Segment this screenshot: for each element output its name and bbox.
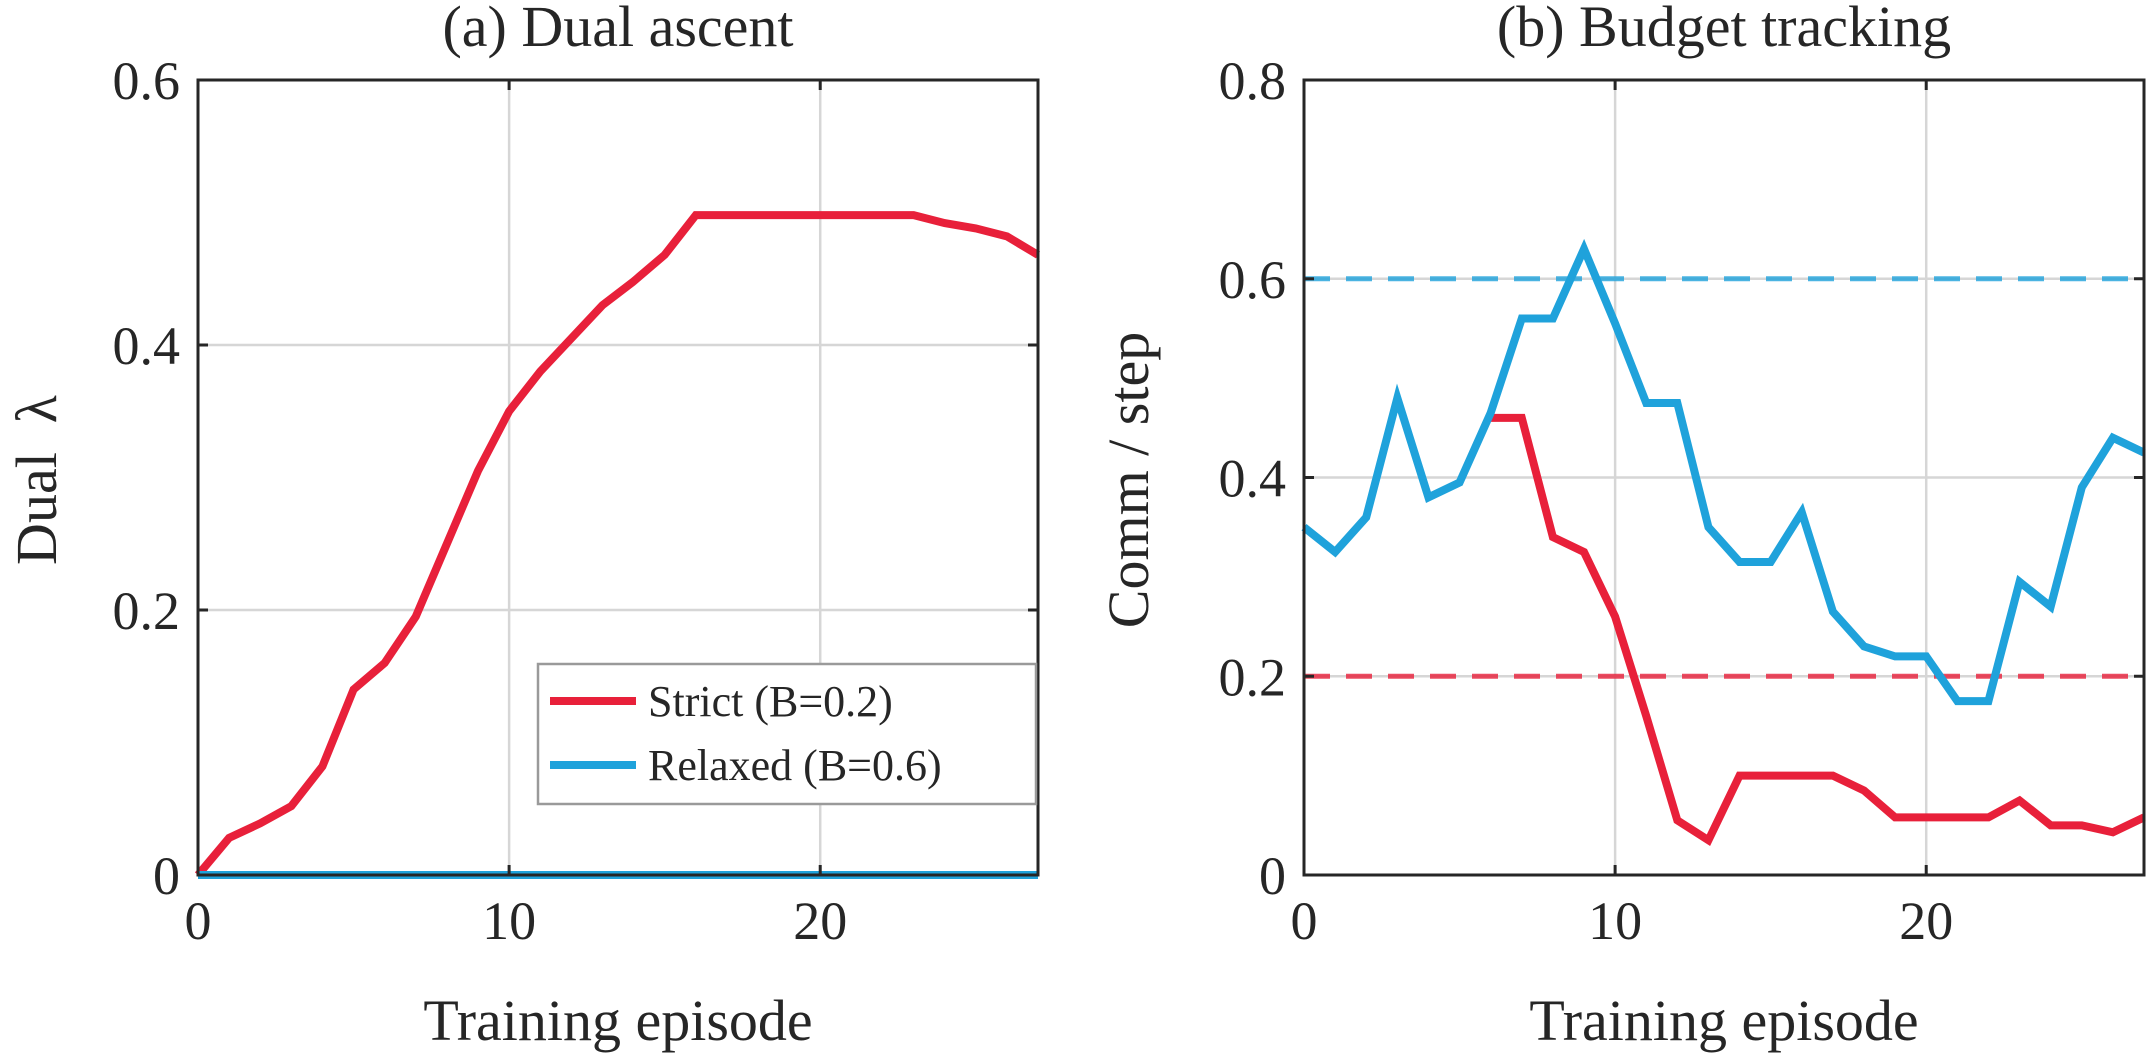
panel-a-series-line-0 [194,211,1041,878]
panel-b-title: (b) Budget tracking [1497,0,1951,59]
panel-b-xtick-label-2: 20 [1899,891,1953,951]
panel-a-legend: Strict (B=0.2) Relaxed (B=0.6) [536,662,1038,806]
panel-b-ytick-label-3: 0.6 [1219,250,1287,310]
panel-a-xtick-label-1: 10 [482,891,536,951]
legend-box [536,662,1038,806]
panel-b-series [1301,238,2146,847]
panel-a-ytick-label-1: 0.2 [113,581,181,641]
panel-a-ylabel: Dual λ [4,395,69,565]
panel-b-reference-lines [1304,276,2144,679]
panel-a-xlabel: Training episode [423,988,812,1053]
panel-b-ytick-label-4: 0.8 [1219,51,1287,111]
legend-label-relaxed: Relaxed (B=0.6) [648,741,942,790]
panel-b-series-line-0 [1490,413,2146,847]
panel-b-xtick-label-1: 10 [1588,891,1642,951]
panel-a-ytick-label-2: 0.4 [113,316,181,376]
panel-a-axes-box [196,78,1040,877]
panel-a-xtick-label-2: 20 [793,891,847,951]
panel-a-ytick-label-0: 0 [153,846,180,906]
panel-b-ticks: 0 10 20 0 0.2 0.4 0.6 0.8 [1219,51,2144,951]
panel-b-ytick-label-0: 0 [1259,846,1286,906]
panel-a-ytick-label-3: 0.6 [113,51,181,111]
panel-b-ytick-label-2: 0.4 [1219,449,1287,509]
panel-b-xlabel: Training episode [1529,988,1918,1053]
panel-b-grid [1302,78,2144,877]
panel-budget-tracking: 0 10 20 0 0.2 0.4 0.6 0.8 (b) Budget tracking T… [1096,0,2146,1053]
panel-dual-ascent: 0 10 20 0 0.2 0.4 0.6 (a) Dual ascent Training… [4,0,1041,1053]
panel-b-ylabel: Comm / step [1096,332,1161,628]
panel-b-ytick-label-1: 0.2 [1219,647,1287,707]
panel-b-series-line-1 [1301,238,2146,706]
panel-a-ticks: 0 10 20 0 0.2 0.4 0.6 [113,51,1038,951]
panel-a-title: (a) Dual ascent [442,0,793,59]
panel-a-xtick-label-0: 0 [185,891,212,951]
panel-b-xtick-label-0: 0 [1291,891,1318,951]
legend-label-strict: Strict (B=0.2) [648,677,893,726]
